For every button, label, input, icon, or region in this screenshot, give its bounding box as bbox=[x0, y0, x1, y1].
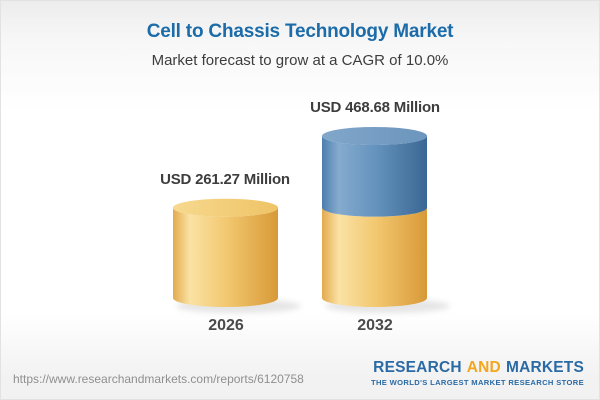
bar-top-cap bbox=[173, 198, 278, 217]
logo-word-research: RESEARCH bbox=[373, 359, 462, 376]
bar-2032 bbox=[322, 127, 450, 313]
logo-word-markets: MARKETS bbox=[505, 359, 584, 376]
category-label-2026: 2026 bbox=[208, 317, 244, 334]
category-label-2032: 2032 bbox=[357, 317, 393, 334]
logo-wordmark: RESEARCH AND MARKETS bbox=[371, 360, 584, 376]
research-and-markets-logo: RESEARCH AND MARKETS THE WORLD'S LARGEST… bbox=[371, 360, 584, 386]
page-title: Cell to Chassis Technology Market bbox=[146, 21, 454, 42]
bar-segment-gold bbox=[173, 207, 278, 307]
value-label-2026: USD 261.27 Million bbox=[160, 171, 290, 188]
bar-segment-gold bbox=[322, 207, 427, 307]
bar-segment-blue bbox=[322, 136, 427, 217]
bar-top-cap bbox=[322, 127, 427, 145]
report-url-link[interactable]: https://www.researchandmarkets.com/repor… bbox=[13, 372, 304, 386]
logo-word-and: AND bbox=[466, 359, 501, 376]
logo-tagline: THE WORLD'S LARGEST MARKET RESEARCH STOR… bbox=[370, 377, 584, 387]
value-label-2032: USD 468.68 Million bbox=[310, 99, 440, 116]
bar-2026 bbox=[173, 198, 301, 313]
chart-subtitle: Market forecast to grow at a CAGR of 10.… bbox=[151, 52, 449, 69]
